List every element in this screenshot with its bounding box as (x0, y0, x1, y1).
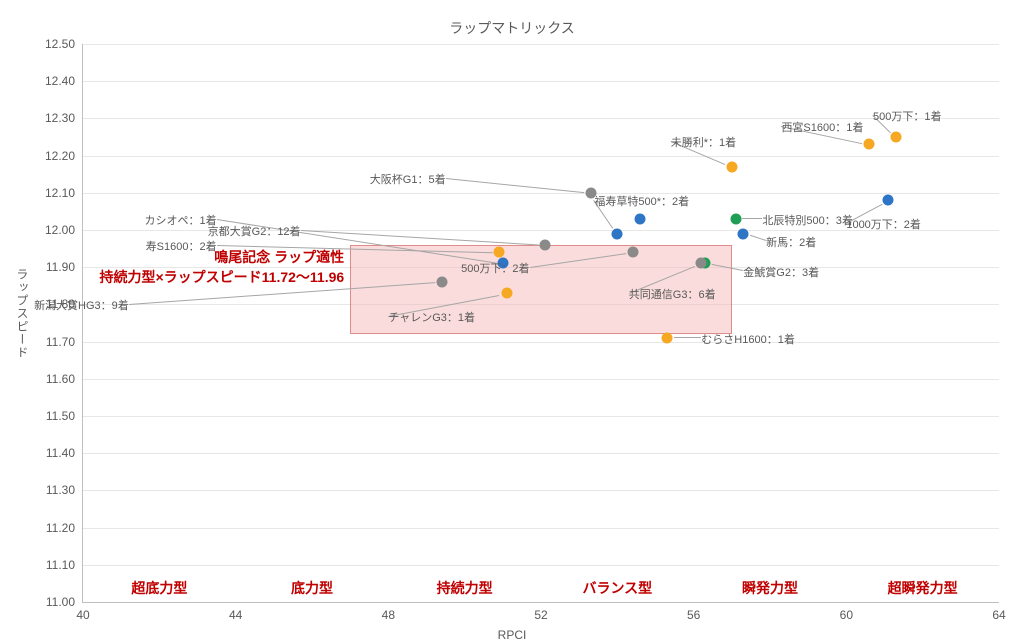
x-tick-label: 52 (534, 602, 547, 622)
data-point-label: 大阪杯G1：5着 (370, 171, 446, 187)
y-tick-label: 11.90 (46, 260, 83, 274)
data-point-label: 西宮S1600：1着 (781, 119, 863, 135)
x-axis-label: RPCI (0, 628, 1024, 640)
x-tick-label: 48 (382, 602, 395, 622)
gridline (83, 44, 999, 45)
category-label: バランス型 (582, 578, 652, 598)
data-point-label: 未勝利*：1着 (671, 134, 736, 150)
y-tick-label: 12.20 (45, 149, 83, 163)
data-point (730, 213, 741, 224)
data-point-label: カシオペ：1着 (144, 212, 216, 228)
gridline (83, 416, 999, 417)
zone-subtitle: 持続力型×ラップスピード11.72～11.96 (99, 267, 344, 287)
category-label: 超瞬発力型 (888, 578, 958, 598)
data-point (696, 258, 707, 269)
data-point (890, 132, 901, 143)
y-tick-label: 11.60 (46, 372, 83, 386)
y-tick-label: 11.30 (46, 483, 83, 497)
data-point (738, 228, 749, 239)
x-tick-label: 60 (840, 602, 853, 622)
data-point-label: むらさH1600：1着 (701, 331, 795, 347)
data-point (612, 228, 623, 239)
y-tick-label: 11.10 (46, 558, 83, 572)
category-label: 瞬発力型 (742, 578, 798, 598)
data-point-label: 1000万下：2着 (846, 216, 921, 232)
gridline (83, 193, 999, 194)
data-point-label: 新馬：2着 (766, 234, 816, 250)
y-tick-label: 11.70 (46, 335, 83, 349)
gridline (83, 565, 999, 566)
gridline (83, 490, 999, 491)
data-point (864, 139, 875, 150)
category-label: 底力型 (291, 578, 333, 598)
data-point (436, 277, 447, 288)
plot-area: 11.0011.1011.2011.3011.4011.5011.6011.70… (82, 44, 999, 603)
y-tick-label: 11.50 (46, 409, 83, 423)
category-label: 超底力型 (131, 578, 187, 598)
category-label: 持続力型 (437, 578, 493, 598)
data-point-label: 福寿草特500*：2着 (594, 193, 689, 209)
data-point (883, 195, 894, 206)
data-point-label: 新潟大賞HG3：9着 (34, 297, 129, 313)
y-tick-label: 12.40 (45, 74, 83, 88)
y-axis-label: ラップスピード (14, 268, 31, 359)
leader-line (445, 178, 583, 193)
data-point-label: チャレンG3：1着 (388, 309, 475, 325)
lap-matrix-chart: ラップマトリックス ラップスピード RPCI 11.0011.1011.2011… (0, 0, 1024, 640)
data-point (726, 161, 737, 172)
leader-line (743, 218, 763, 219)
gridline (83, 342, 999, 343)
gridline (83, 528, 999, 529)
data-point-label: 500万下：1着 (873, 108, 941, 124)
data-point-label: 500万下：2着 (461, 260, 529, 276)
gridline (83, 81, 999, 82)
y-tick-label: 12.30 (45, 111, 83, 125)
gridline (83, 379, 999, 380)
data-point-label: 京都大賞G2：12着 (208, 223, 301, 239)
data-point-label: 金鯱賞G2：3着 (743, 264, 819, 280)
x-tick-label: 40 (76, 602, 89, 622)
chart-title: ラップマトリックス (0, 18, 1024, 38)
data-point (539, 239, 550, 250)
data-point-label: 北辰特別500：3着 (762, 212, 852, 228)
data-point (501, 288, 512, 299)
y-tick-label: 12.00 (45, 223, 83, 237)
y-tick-label: 12.10 (45, 186, 83, 200)
gridline (83, 453, 999, 454)
y-tick-label: 12.50 (45, 37, 83, 51)
x-tick-label: 64 (992, 602, 1005, 622)
y-tick-label: 11.40 (46, 446, 83, 460)
x-tick-label: 56 (687, 602, 700, 622)
data-point-label: 共同通信G3：6着 (629, 286, 716, 302)
leader-line (674, 337, 701, 338)
gridline (83, 156, 999, 157)
y-tick-label: 11.20 (46, 521, 83, 535)
x-tick-label: 44 (229, 602, 242, 622)
data-point (635, 213, 646, 224)
data-point (627, 247, 638, 258)
data-point-label: 寿S1600：2着 (146, 238, 217, 254)
zone-title: 鳴尾記念 ラップ適性 (214, 247, 344, 267)
data-point (494, 247, 505, 258)
leader-line (750, 235, 767, 241)
data-point (661, 332, 672, 343)
